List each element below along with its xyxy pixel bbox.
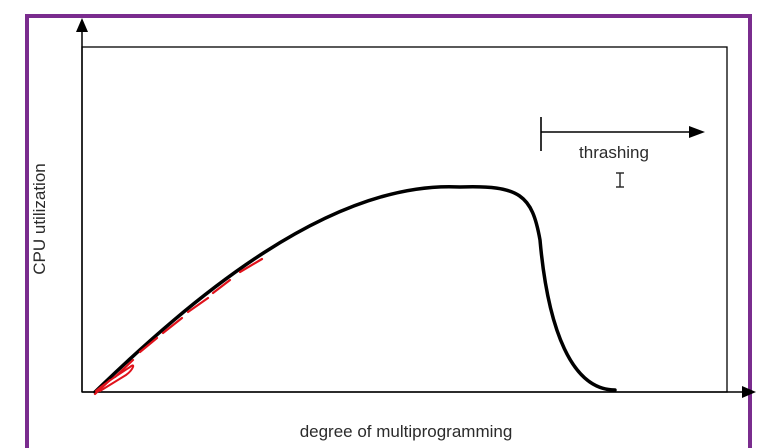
x-axis-label: degree of multiprogramming [300,422,513,441]
slide-frame [25,14,752,448]
thrashing-arrow-icon [689,126,705,138]
thrashing-label: thrashing [579,143,649,162]
text-cursor-icon [616,172,624,188]
y-axis-arrow-icon [76,18,88,32]
cpu-utilization-curve [93,185,617,394]
plot-box [81,46,728,393]
red-scribble-loop [95,364,135,392]
handwritten-tangent-annotation [93,257,264,396]
y-axis-label: CPU utilization [30,163,49,275]
x-axis-arrow-icon [742,386,756,398]
